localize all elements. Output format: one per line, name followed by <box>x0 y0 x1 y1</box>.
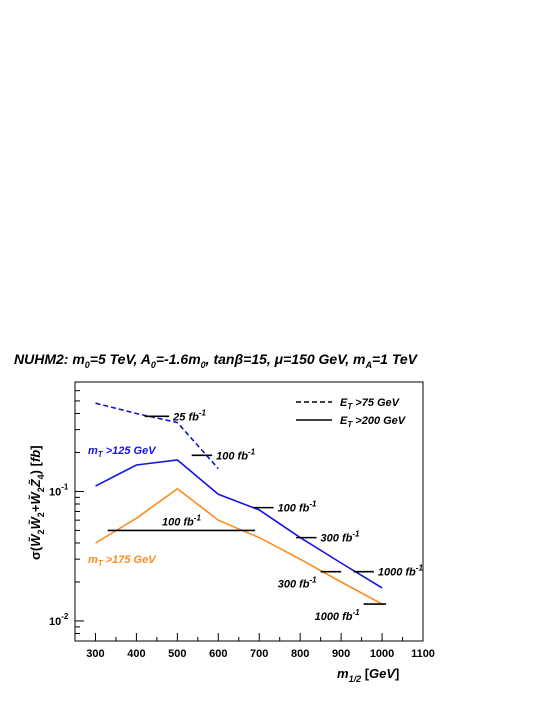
y-tick-label: 10-2 <box>49 612 69 628</box>
series-annotation-mt125: mT >125 GeV <box>88 445 157 459</box>
series-annotation-mt175: mT >175 GeV <box>88 554 157 568</box>
series-group <box>95 402 383 605</box>
legend-dashed-label: ET >75 GeV <box>340 397 401 411</box>
luminosity-label: 25 fb-1 <box>172 408 206 423</box>
luminosity-label: 100 fb-1 <box>162 513 201 528</box>
x-tick-label: 400 <box>127 648 145 660</box>
x-tick-label: 700 <box>250 648 268 660</box>
y-tick-label: 10-1 <box>49 482 69 498</box>
x-axis: 300 400 500 600 700 800 900 1000 1100 <box>74 633 435 660</box>
luminosity-label: 100 fb-1 <box>216 447 255 462</box>
legend-solid-label: ET >200 GeV <box>340 415 407 429</box>
y-axis: 10-2 10-1 <box>49 390 84 642</box>
x-tick-label: 500 <box>168 648 186 660</box>
series-line-et-75-gev <box>95 402 219 470</box>
luminosity-label: 100 fb-1 <box>278 500 317 515</box>
luminosity-label: 300 fb-1 <box>278 576 317 591</box>
luminosity-label: 300 fb-1 <box>321 530 360 545</box>
x-tick-label: 1000 <box>370 648 394 660</box>
x-tick-label: 1100 <box>411 648 435 660</box>
y-axis-label: σ(W̃2W̃2+W̃2Z̃4) [fb] <box>28 445 46 560</box>
series-line-mt-175-gev <box>95 487 383 605</box>
x-tick-label: 900 <box>332 648 350 660</box>
x-tick-label: 300 <box>86 648 104 660</box>
x-tick-label: 600 <box>209 648 227 660</box>
x-axis-label: m1/2 [GeV] <box>337 666 399 684</box>
luminosity-marks: 25 fb-1 100 fb-1 100 fb-1 300 fb-1 1000 fb-1… <box>107 408 424 623</box>
legend: ET >75 GeV ET >200 GeV <box>296 397 407 429</box>
luminosity-label: 1000 fb-1 <box>378 564 424 579</box>
series-line-mt-125-gev <box>95 459 383 589</box>
chart-title: NUHM2: m0=5 TeV, A0=-1.6m0, tanβ=15, μ=1… <box>14 351 419 370</box>
x-tick-label: 800 <box>291 648 309 660</box>
luminosity-label: 1000 fb-1 <box>315 608 361 623</box>
